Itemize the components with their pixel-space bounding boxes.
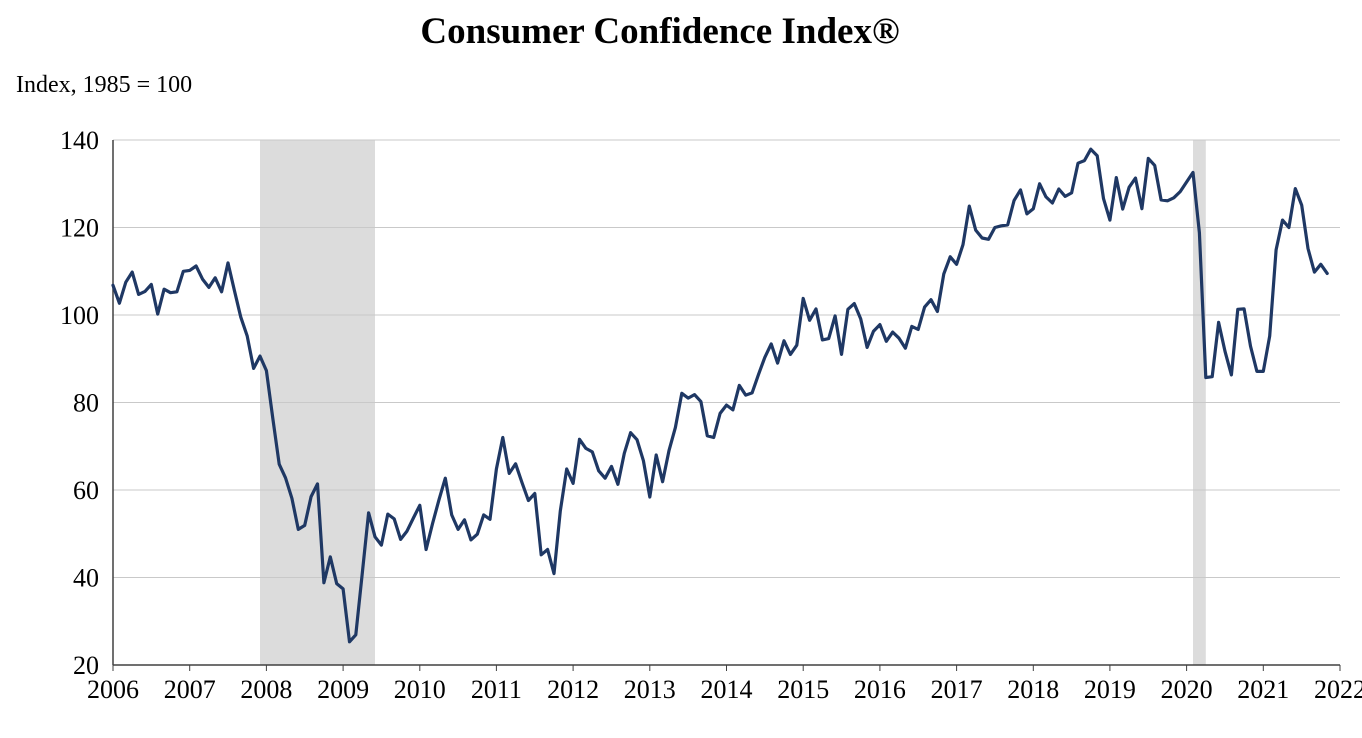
x-tick-label: 2022 <box>1314 675 1362 704</box>
x-tick-label: 2010 <box>394 675 446 704</box>
y-tick-label: 40 <box>73 564 99 593</box>
x-tick-label: 2018 <box>1007 675 1059 704</box>
x-tick-label: 2019 <box>1084 675 1136 704</box>
x-tick-label: 2009 <box>317 675 369 704</box>
x-tick-label: 2016 <box>854 675 906 704</box>
chart-title: Consumer Confidence Index® <box>420 11 900 52</box>
y-tick-label: 140 <box>60 126 99 155</box>
x-tick-label: 2020 <box>1161 675 1213 704</box>
y-axis-note: Index, 1985 = 100 <box>16 72 193 98</box>
y-tick-label: 120 <box>60 214 99 243</box>
x-tick-label: 2011 <box>471 675 522 704</box>
x-tick-label: 2015 <box>777 675 829 704</box>
x-tick-label: 2014 <box>701 675 753 704</box>
x-tick-label: 2021 <box>1237 675 1289 704</box>
y-tick-label: 20 <box>73 651 99 680</box>
y-tick-label: 100 <box>60 301 99 330</box>
y-tick-label: 60 <box>73 476 99 505</box>
y-tick-label: 80 <box>73 389 99 418</box>
x-tick-label: 2008 <box>240 675 292 704</box>
x-tick-label: 2006 <box>87 675 139 704</box>
x-tick-label: 2017 <box>931 675 983 704</box>
x-tick-label: 2012 <box>547 675 599 704</box>
cci-line <box>111 147 1329 644</box>
x-tick-label: 2013 <box>624 675 676 704</box>
x-tick-label: 2007 <box>164 675 216 704</box>
